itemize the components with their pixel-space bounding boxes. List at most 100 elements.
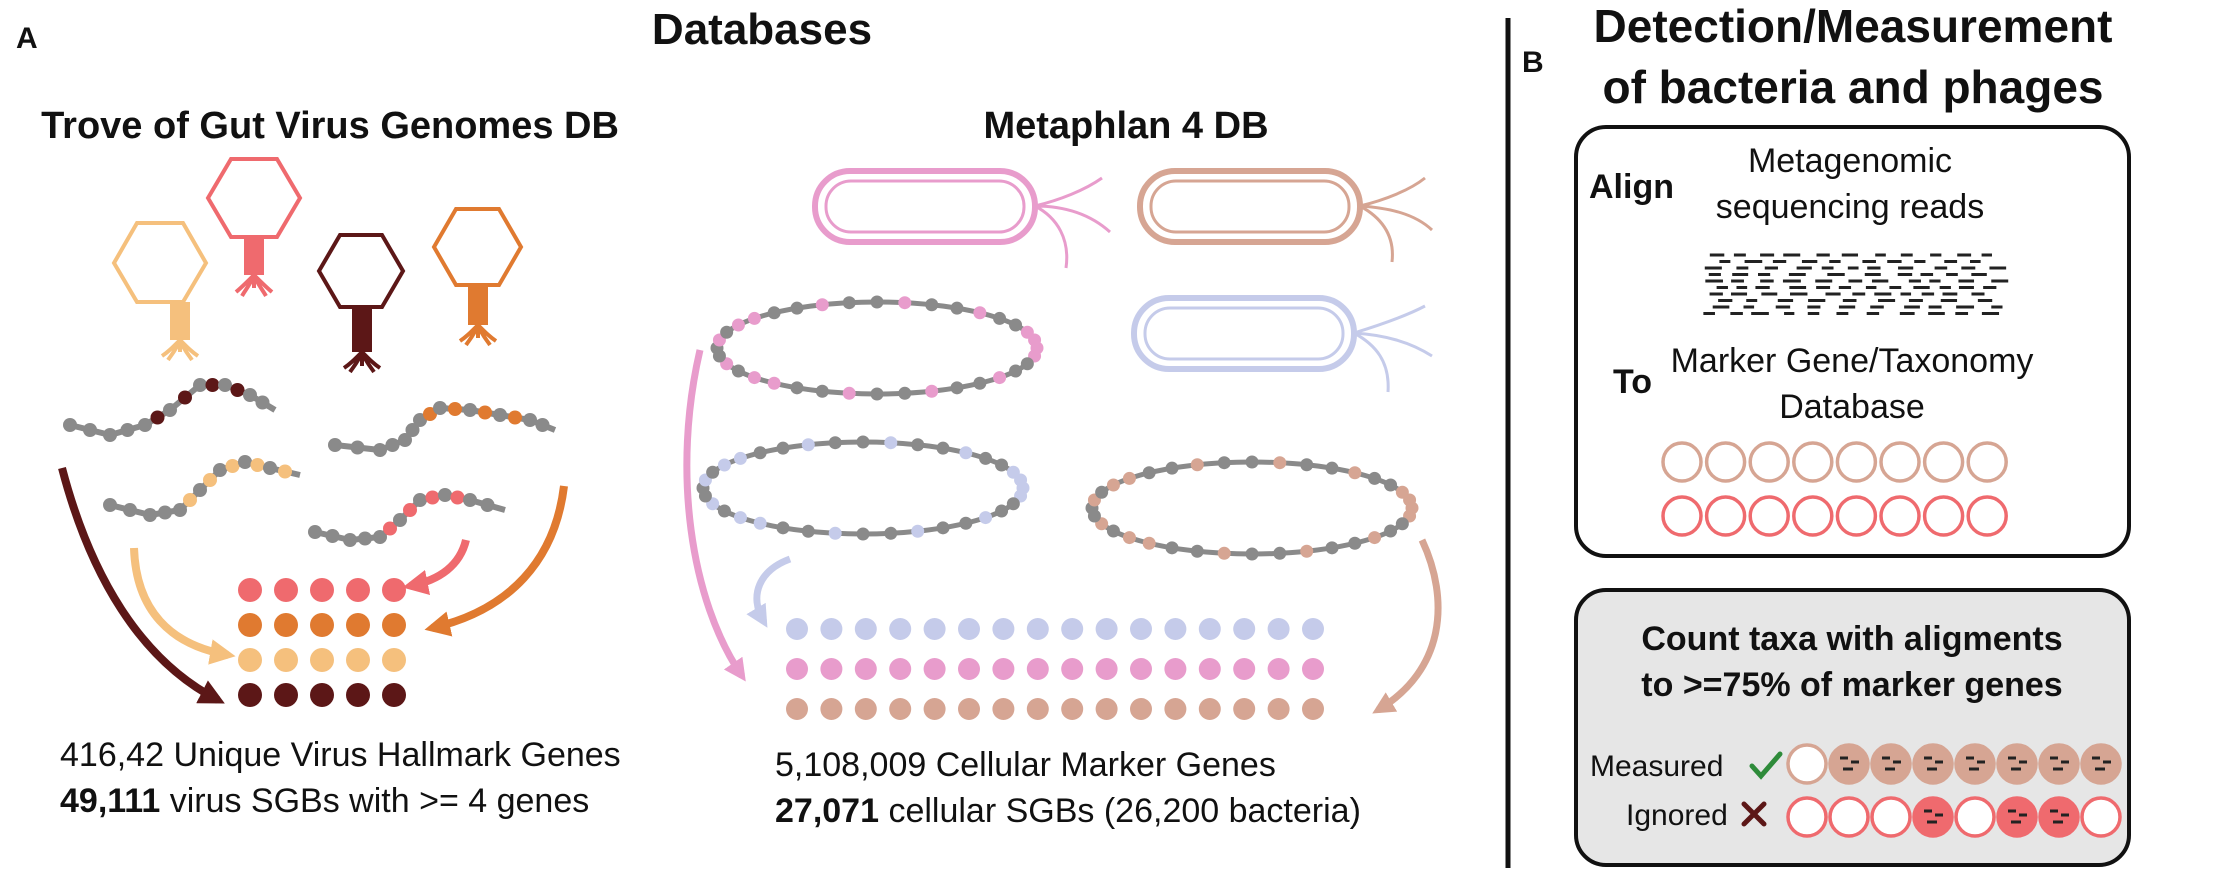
strand-bead — [138, 418, 152, 432]
phage-icon-peach — [111, 221, 209, 362]
panel-a-heading: Databases — [652, 5, 872, 54]
ring-bead — [898, 386, 912, 400]
virus-gene-dot — [310, 648, 334, 672]
virus-gene-dot — [310, 683, 334, 707]
cell-gene-dot — [992, 658, 1015, 680]
aligned-marker-circle — [1954, 743, 1996, 785]
cell-gene-dot — [1095, 618, 1118, 640]
phage-icon-darkred — [316, 233, 406, 374]
cell-gene-dot — [1233, 698, 1256, 720]
to-label: To — [1613, 363, 1652, 401]
cell-gene-dot — [1267, 658, 1290, 680]
strand-bead — [278, 464, 292, 479]
cell-gene-dot — [889, 618, 912, 640]
strand-bead — [83, 423, 97, 437]
ring-bead — [1395, 517, 1409, 531]
marker-alignment-circles — [1786, 743, 2122, 838]
ring-bead — [1106, 524, 1120, 538]
cell-gene-dot — [1164, 618, 1187, 640]
strand-bead — [63, 418, 77, 432]
strand-bead — [103, 428, 117, 442]
arrow-tan — [1372, 538, 1442, 714]
strand-bead — [178, 390, 192, 405]
count-box — [1574, 588, 2131, 867]
database-marker-circle — [1966, 441, 2008, 483]
strand-bead — [143, 508, 157, 522]
cell-gene-dot — [1233, 618, 1256, 640]
unaligned-marker-circle — [1870, 796, 1912, 838]
arrow-darkred — [58, 466, 225, 704]
cell-gene-dot — [958, 658, 980, 680]
aligned-marker-circle — [2080, 743, 2122, 785]
cell-gene-dot — [1198, 618, 1221, 640]
ring-bead — [1095, 485, 1109, 499]
strand-bead — [405, 423, 420, 437]
database-marker-circle — [1966, 495, 2008, 537]
strand-bead — [358, 531, 372, 546]
ring-bead — [1106, 478, 1120, 492]
cell-gene-dot — [923, 618, 946, 640]
database-marker-circle — [1922, 495, 1965, 537]
ring-bead — [801, 524, 815, 538]
virus-gene-dot — [310, 578, 334, 602]
cell-gene-dot — [1233, 658, 1256, 680]
ring-bead — [1325, 461, 1339, 475]
cell-gene-dot — [1198, 658, 1221, 680]
ring-bead — [884, 436, 898, 450]
cell-gene-dot — [1061, 658, 1084, 680]
strand-bead — [225, 459, 240, 473]
ring-bead — [733, 511, 747, 525]
strand-bead — [478, 405, 492, 420]
strand-bead — [448, 402, 462, 416]
unaligned-marker-circle — [1954, 796, 1996, 838]
ring-bead — [776, 441, 790, 455]
ring-bead — [747, 371, 761, 385]
ring-bead — [979, 511, 993, 525]
virus-gene-dot — [346, 578, 370, 602]
reads-label-line2: sequencing reads — [1716, 188, 1984, 226]
aligned-marker-circle — [1996, 743, 2038, 785]
ring-bead — [842, 296, 856, 310]
cell-gene-dot — [786, 618, 808, 640]
database-marker-circle — [1792, 495, 1834, 537]
bacterium-icon-lavender — [1131, 295, 1433, 393]
aligned-marker-circle — [1828, 743, 1870, 785]
cell-gene-dot — [958, 698, 980, 720]
ring-bead — [717, 504, 731, 518]
genome-ring — [714, 299, 1040, 397]
strand-bead — [328, 438, 342, 452]
cell-gene-dot — [1095, 658, 1118, 680]
ring-bead — [1403, 493, 1417, 507]
ring-bead — [1122, 531, 1136, 545]
virus-gene-dot — [274, 683, 298, 707]
strand-bead — [218, 378, 232, 392]
strand-bead — [343, 533, 357, 547]
cell-gene-dot — [820, 658, 843, 680]
virus-db-title: Trove of Gut Virus Genomes DB — [41, 105, 619, 147]
ring-bead — [950, 381, 964, 395]
strand-bead — [193, 483, 207, 497]
cell-gene-dot — [1302, 698, 1324, 720]
aligned-marker-circle — [1912, 743, 1954, 785]
measured-label: Measured — [1590, 750, 1723, 783]
strand-bead — [403, 503, 417, 517]
ring-bead — [801, 438, 815, 452]
ring-bead — [717, 458, 731, 472]
cellular-gene-grid — [786, 618, 1324, 720]
strand-bead — [205, 378, 220, 392]
ring-bead — [936, 521, 950, 535]
ring-bead — [731, 364, 745, 378]
virus-gene-dot — [382, 613, 406, 637]
virus-gene-dot — [382, 648, 406, 672]
unaligned-marker-circle — [1828, 796, 1870, 838]
ring-bead — [1009, 364, 1023, 378]
genome-ring — [700, 439, 1026, 537]
ring-bead — [1300, 544, 1314, 558]
ring-bead — [1142, 466, 1156, 480]
strand-bead — [213, 463, 227, 477]
strand-bead — [103, 498, 117, 512]
database-marker-circle — [1922, 441, 1965, 483]
unaligned-marker-circle — [2080, 796, 2122, 838]
cell-gene-dot — [1198, 698, 1221, 720]
